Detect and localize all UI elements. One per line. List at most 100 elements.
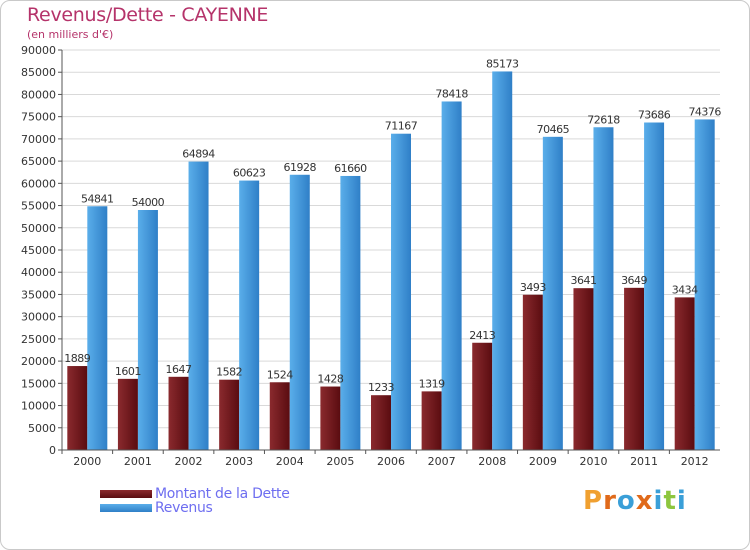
y-tick-label: 65000 [21, 155, 56, 168]
y-tick-label: 70000 [21, 133, 56, 146]
value-label-revenue: 85173 [486, 57, 519, 70]
legend-swatch-debt [100, 490, 152, 498]
x-tick-label: 2006 [377, 455, 405, 468]
value-label-debt: 1233 [368, 381, 394, 394]
bar-debt [421, 391, 442, 450]
bar-revenue [87, 206, 108, 450]
legend-item-revenue: Revenus [100, 500, 213, 516]
value-label-revenue: 54000 [132, 196, 165, 209]
x-tick-label: 2008 [478, 455, 506, 468]
bar-debt [269, 382, 290, 450]
logo-letter: i [653, 486, 664, 516]
y-tick-label: 55000 [21, 200, 56, 213]
value-label-debt: 1601 [115, 365, 141, 378]
y-tick-label: 40000 [21, 266, 56, 279]
y-tick-label: 90000 [21, 44, 56, 57]
y-tick-label: 5000 [28, 422, 56, 435]
value-label-debt: 1647 [166, 363, 192, 376]
value-label-debt: 3649 [621, 274, 647, 287]
value-label-debt: 2413 [469, 329, 495, 342]
value-label-debt: 1889 [64, 352, 90, 365]
value-label-debt: 1319 [419, 377, 445, 390]
x-tick-label: 2002 [175, 455, 203, 468]
logo-letter: o [616, 486, 636, 516]
x-tick-label: 2012 [681, 455, 709, 468]
y-tick-label: 45000 [21, 244, 56, 257]
legend-label-revenue: Revenus [155, 500, 213, 516]
y-tick-label: 30000 [21, 311, 56, 324]
x-tick-label: 2003 [225, 455, 253, 468]
value-label-debt: 1428 [317, 373, 343, 386]
bar-debt [624, 287, 645, 450]
x-tick-label: 2001 [124, 455, 152, 468]
value-label-revenue: 61928 [284, 161, 317, 174]
value-label-debt: 3434 [672, 283, 698, 296]
value-label-revenue: 54841 [81, 192, 114, 205]
bar-debt [67, 366, 88, 450]
value-label-revenue: 72618 [587, 113, 620, 126]
bar-revenue [137, 210, 158, 450]
value-label-revenue: 60623 [233, 167, 266, 180]
bar-debt [573, 288, 594, 450]
value-label-revenue: 73686 [638, 109, 671, 122]
y-tick-label: 85000 [21, 66, 56, 79]
bar-revenue [340, 175, 361, 450]
y-tick-label: 60000 [21, 177, 56, 190]
value-label-revenue: 70465 [537, 123, 570, 136]
logo-letter: t [663, 486, 677, 516]
bar-revenue [441, 101, 462, 450]
y-tick-label: 25000 [21, 333, 56, 346]
bar-debt [674, 297, 695, 450]
bar-revenue [593, 127, 614, 451]
y-tick-label: 80000 [21, 88, 56, 101]
value-label-revenue: 61660 [334, 162, 367, 175]
x-tick-label: 2004 [276, 455, 304, 468]
bar-revenue [391, 133, 411, 451]
logo-letter: r [603, 486, 617, 516]
chart-subtitle: (en milliers d'€) [27, 28, 114, 41]
bar-debt [320, 386, 341, 450]
x-tick-label: 2007 [428, 455, 456, 468]
value-label-revenue: 74376 [688, 105, 721, 118]
y-tick-label: 20000 [21, 355, 56, 368]
legend-swatch-revenue [100, 504, 152, 512]
bar-revenue [542, 136, 563, 451]
value-label-debt: 3493 [520, 281, 546, 294]
bar-revenue [644, 122, 665, 451]
bar-revenue [492, 71, 513, 450]
bar-revenue [694, 119, 715, 450]
y-tick-label: 50000 [21, 222, 56, 235]
bar-debt [168, 376, 189, 450]
legend-item-debt: Montant de la Dette [100, 486, 290, 502]
bar-debt [522, 294, 543, 450]
y-tick-label: 10000 [21, 400, 56, 413]
legend-label-debt: Montant de la Dette [155, 486, 290, 502]
y-tick-label: 0 [49, 444, 56, 457]
y-tick-label: 15000 [21, 377, 56, 390]
logo-letter: P [583, 486, 604, 516]
value-label-debt: 1524 [267, 368, 293, 381]
x-tick-label: 2011 [630, 455, 658, 468]
bar-debt [117, 378, 138, 450]
proxiti-logo: Proxiti [583, 486, 687, 516]
x-tick-label: 2000 [73, 455, 101, 468]
bar-revenue [188, 161, 209, 451]
x-tick-label: 2010 [579, 455, 607, 468]
x-tick-label: 2005 [326, 455, 354, 468]
value-label-debt: 1582 [216, 366, 242, 379]
logo-letter: x [635, 486, 654, 516]
logo-letter: i [676, 486, 687, 516]
chart-title: Revenus/Dette - CAYENNE [27, 4, 269, 26]
value-label-revenue: 78418 [435, 87, 468, 100]
value-label-revenue: 64894 [182, 148, 215, 161]
y-tick-label: 35000 [21, 288, 56, 301]
value-label-revenue: 71167 [385, 120, 418, 133]
bar-debt [472, 342, 493, 450]
bar-debt [371, 395, 391, 450]
x-tick-label: 2009 [529, 455, 557, 468]
value-label-debt: 3641 [570, 274, 596, 287]
bar-debt [219, 379, 240, 450]
y-tick-label: 75000 [21, 111, 56, 124]
